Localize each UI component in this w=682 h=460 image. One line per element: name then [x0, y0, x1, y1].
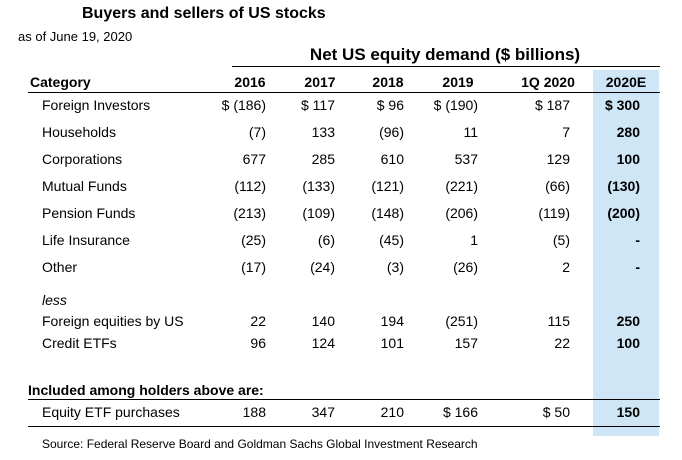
table-cell: - — [635, 259, 640, 275]
table-cell: (119) — [538, 205, 570, 221]
table-cell: 280 — [616, 124, 640, 140]
row-label: Foreign Investors — [42, 97, 151, 113]
table-cell: (130) — [607, 178, 640, 194]
row-label: Equity ETF purchases — [42, 404, 180, 420]
row-label: Households — [42, 124, 116, 140]
table-cell: 537 — [454, 151, 478, 167]
column-header: 2019 — [442, 74, 474, 90]
page-title: Buyers and sellers of US stocks — [82, 5, 326, 22]
table-cell: 7 — [562, 124, 570, 140]
column-header: 2017 — [304, 74, 336, 90]
table-cell: (7) — [248, 124, 266, 140]
table-cell: 100 — [616, 335, 640, 351]
table-cell: (121) — [371, 178, 404, 194]
table-cell: $ 187 — [534, 97, 570, 113]
row-label: Foreign equities by US — [42, 313, 184, 329]
estimate-column-highlight — [593, 70, 659, 436]
table-cell: 150 — [616, 404, 640, 420]
table-cell: (25) — [241, 232, 266, 248]
table-cell: $ 166 — [442, 404, 478, 420]
table-cell: - — [635, 232, 640, 248]
table-cell: (45) — [379, 232, 404, 248]
table-cell: 124 — [311, 335, 335, 351]
included-rule — [28, 399, 660, 400]
table-cell: (200) — [607, 205, 640, 221]
table-cell: (24) — [310, 259, 335, 275]
table-cell: 250 — [616, 313, 640, 329]
table-cell: $ 96 — [376, 97, 404, 113]
table-cell: $ 50 — [542, 404, 570, 420]
table-cell: (148) — [371, 205, 404, 221]
table-cell: (109) — [302, 205, 335, 221]
category-header: Category — [30, 74, 91, 90]
table-cell: (17) — [241, 259, 266, 275]
table-cell: 11 — [463, 124, 478, 140]
table-cell: $ (190) — [433, 97, 478, 113]
less-label: less — [42, 292, 67, 308]
table-cell: 188 — [242, 404, 266, 420]
table-cell: $ 300 — [604, 97, 640, 113]
table-cell: (5) — [552, 232, 570, 248]
table-cell: 133 — [311, 124, 335, 140]
table-cell: 194 — [380, 313, 404, 329]
table-cell: (96) — [379, 124, 404, 140]
table-cell: 129 — [546, 151, 570, 167]
table-cell: 610 — [380, 151, 404, 167]
row-label: Pension Funds — [42, 205, 136, 221]
table-cell: (221) — [445, 178, 478, 194]
table-cell: (26) — [453, 259, 478, 275]
header-rule — [28, 92, 660, 93]
table-cell: 347 — [311, 404, 335, 420]
group-header-rule — [232, 66, 660, 67]
table-cell: $ 117 — [301, 97, 335, 113]
column-header: 2016 — [234, 74, 266, 90]
table-cell: (6) — [317, 232, 335, 248]
bottom-rule — [28, 426, 660, 427]
column-header: 1Q 2020 — [521, 74, 575, 90]
table-cell: (251) — [445, 313, 478, 329]
table-cell: $ (186) — [221, 97, 266, 113]
table-cell: 1 — [470, 232, 478, 248]
row-label: Other — [42, 259, 78, 275]
table-cell: (3) — [386, 259, 404, 275]
source-note: Source: Federal Reserve Board and Goldma… — [42, 437, 478, 451]
column-header: 2020E — [605, 74, 647, 90]
table-cell: 96 — [250, 335, 266, 351]
row-label: Corporations — [42, 151, 123, 167]
table-cell: 100 — [616, 151, 640, 167]
table-cell: 101 — [380, 335, 404, 351]
row-label: Mutual Funds — [42, 178, 127, 194]
table-cell: 210 — [380, 404, 404, 420]
table-cell: (133) — [302, 178, 335, 194]
table-cell: 22 — [250, 313, 266, 329]
table-cell: 2 — [562, 259, 570, 275]
table-cell: (213) — [233, 205, 266, 221]
table-cell: (206) — [445, 205, 478, 221]
included-header: Included among holders above are: — [28, 382, 264, 398]
group-header: Net US equity demand ($ billions) — [309, 45, 581, 64]
table-cell: 115 — [547, 313, 570, 329]
table-cell: 140 — [311, 313, 335, 329]
row-label: Life Insurance — [42, 232, 130, 248]
table-cell: (112) — [234, 178, 266, 194]
table-cell: (66) — [545, 178, 570, 194]
table-cell: 285 — [311, 151, 335, 167]
table-cell: 22 — [554, 335, 570, 351]
as-of-date: as of June 19, 2020 — [18, 29, 133, 44]
column-header: 2018 — [372, 74, 404, 90]
table-cell: 157 — [454, 335, 478, 351]
row-label: Credit ETFs — [42, 335, 117, 351]
table-cell: 677 — [242, 151, 266, 167]
